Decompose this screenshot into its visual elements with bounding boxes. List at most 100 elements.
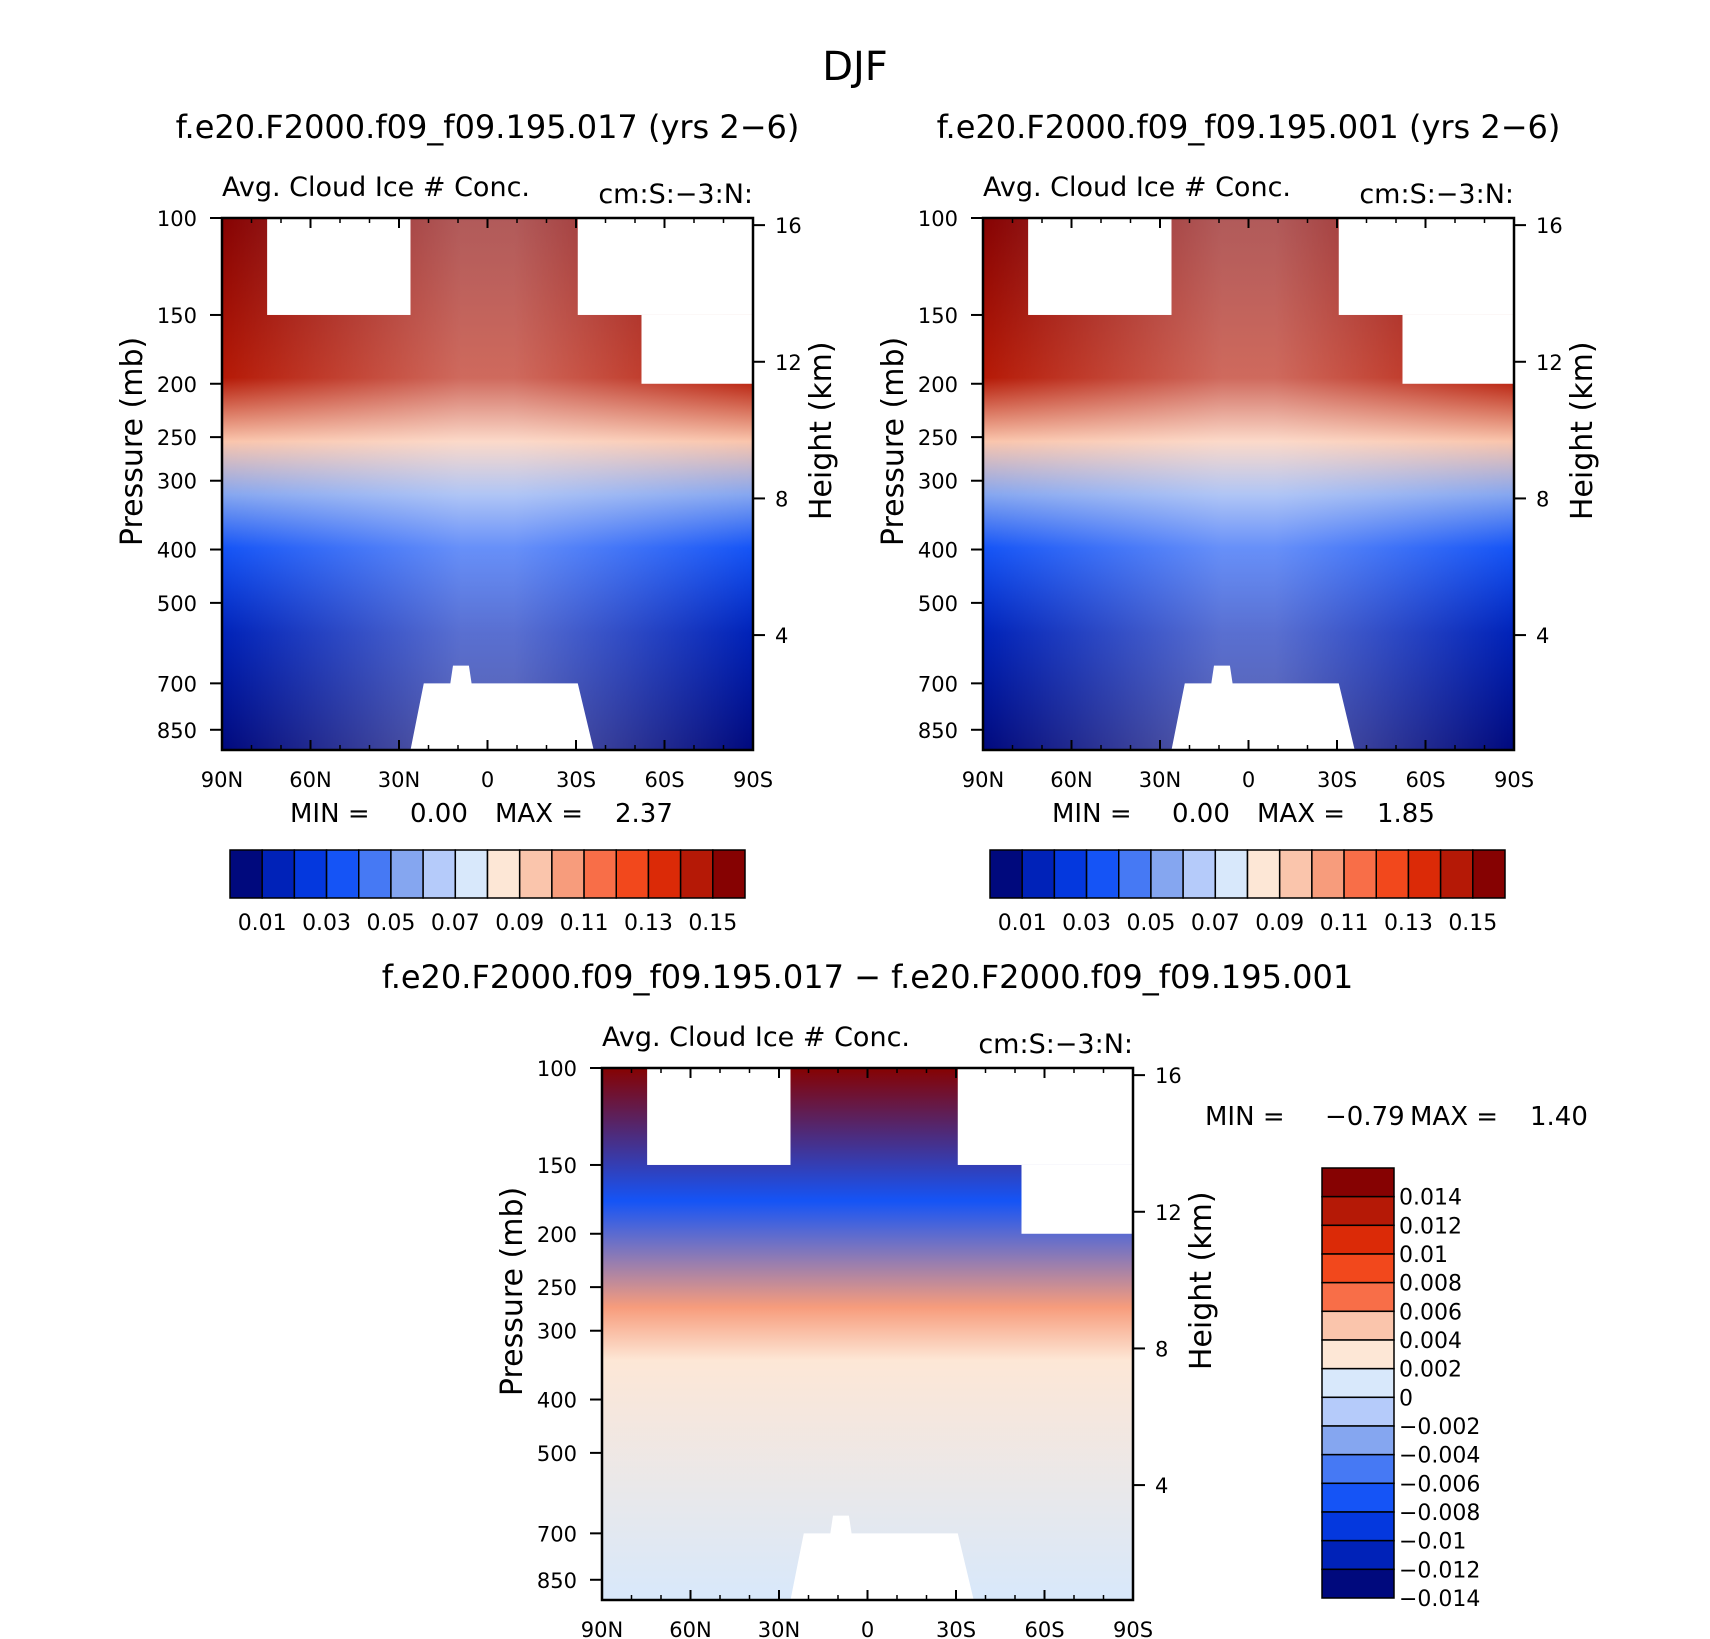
missing-region-upper-left (267, 218, 411, 315)
colorbar-box (1321, 1453, 1395, 1485)
x-tick-label: 90S (733, 768, 773, 792)
colorbar-box (1214, 849, 1249, 899)
x-tick-label: 0 (861, 1618, 874, 1639)
colorbar-box (422, 849, 457, 899)
colorbar-box (1321, 1482, 1395, 1513)
min-value: 0.00 (410, 799, 468, 829)
colorbar-box (454, 849, 489, 899)
x-tick-label: 90N (962, 768, 1004, 792)
colorbar-box (1278, 849, 1313, 899)
panel-title: f.e20.F2000.f09_f09.195.017 − f.e20.F200… (382, 958, 1354, 996)
max-value: 1.85 (1377, 799, 1435, 829)
contour-field (222, 218, 753, 750)
colorbar-box (1182, 849, 1217, 899)
variable-label: Avg. Cloud Ice # Conc. (983, 172, 1291, 203)
pressure-tick-label: 200 (537, 1223, 577, 1247)
pressure-tick-label: 100 (157, 207, 197, 231)
colorbar-box (358, 849, 392, 899)
x-tick-label: 90N (581, 1618, 623, 1639)
colorbar-box (1407, 849, 1442, 899)
colorbar-label: 0.11 (560, 911, 609, 936)
colorbar-box (1085, 849, 1120, 899)
colorbar-box (679, 849, 714, 899)
colorbar-box (390, 849, 424, 899)
units-label: cm:S:−3:N: (598, 179, 753, 210)
variable-label: Avg. Cloud Ice # Conc. (602, 1022, 910, 1053)
colorbar-label: 0.008 (1399, 1272, 1462, 1297)
colorbar: 0.01 0.03 0.05 0.07 0.09 0.11 0.13 0.15 (229, 849, 746, 936)
colorbar-box (325, 849, 360, 899)
panel-exp-017: f.e20.F2000.f09_f09.195.017 (yrs 2−6) Avg… (115, 108, 839, 936)
colorbar: 0.01 0.03 0.05 0.07 0.09 0.11 0.13 0.15 (989, 849, 1506, 936)
colorbar-label: 0.13 (1384, 911, 1433, 936)
pressure-tick-label: 400 (537, 1389, 577, 1413)
pressure-tick-label: 300 (918, 470, 958, 494)
pressure-tick-label: 500 (157, 592, 197, 616)
colorbar-label: 0.002 (1399, 1358, 1462, 1383)
colorbar-label: −0.004 (1399, 1444, 1480, 1469)
height-tick-label: 12 (1536, 351, 1563, 375)
colorbar-label: 0.01 (998, 911, 1047, 936)
colorbar-box (1439, 849, 1474, 899)
contour-field (602, 1068, 1133, 1600)
x-tick-label: 60N (669, 1618, 711, 1639)
pressure-tick-label: 500 (918, 592, 958, 616)
height-tick-label: 16 (775, 214, 802, 238)
colorbar-label: −0.01 (1399, 1530, 1466, 1555)
units-label: cm:S:−3:N: (978, 1029, 1133, 1060)
x-tick-label: 60S (644, 768, 684, 792)
height-tick-label: 12 (775, 351, 802, 375)
pressure-tick-label: 300 (537, 1320, 577, 1344)
units-label: cm:S:−3:N: (1359, 179, 1514, 210)
colorbar-label: 0.006 (1399, 1300, 1462, 1325)
colorbar-label: −0.008 (1399, 1501, 1480, 1526)
pressure-tick-label: 300 (157, 470, 197, 494)
missing-region-right-step (1402, 314, 1514, 384)
x-tick-label: 90S (1494, 768, 1534, 792)
colorbar-box (1321, 1511, 1395, 1542)
x-tick-label: 60S (1405, 768, 1445, 792)
colorbar-label: 0.07 (431, 911, 480, 936)
colorbar-box (261, 849, 296, 899)
x-tick-label: 60S (1024, 1618, 1064, 1639)
y-axis-title: Pressure (mb) (876, 337, 911, 546)
pressure-tick-label: 150 (918, 304, 958, 328)
colorbar-box (583, 849, 617, 899)
min-label: MIN = (1205, 1102, 1285, 1132)
colorbar-label: 0.11 (1320, 911, 1369, 936)
y-axis-title: Pressure (mb) (495, 1187, 530, 1396)
colorbar-box (989, 849, 1023, 899)
pressure-tick-label: 200 (918, 373, 958, 397)
colorbar-box (486, 849, 521, 899)
x-tick-label: 60N (289, 768, 331, 792)
colorbar-box (1472, 849, 1506, 899)
colorbar-box (1321, 1224, 1395, 1255)
colorbar-box (1321, 1310, 1395, 1341)
missing-region-upper-left (1028, 218, 1172, 315)
max-label: MAX = (1257, 799, 1345, 829)
height-tick-label: 12 (1155, 1201, 1182, 1225)
colorbar-label: 0.01 (1399, 1243, 1448, 1268)
pressure-tick-label: 700 (537, 1522, 577, 1546)
missing-region-surface (1171, 665, 1355, 750)
colorbar-box (1321, 1367, 1395, 1399)
x-tick-label: 30N (1139, 768, 1181, 792)
min-label: MIN = (1052, 799, 1132, 829)
colorbar-label: 0.05 (366, 911, 415, 936)
colorbar: 0.014 0.012 0.01 0.008 0.006 0.004 0.002 0 −0.00… (1321, 1167, 1480, 1612)
colorbar-label: 0.03 (302, 911, 351, 936)
contour-field (983, 218, 1514, 750)
height-tick-label: 8 (1155, 1337, 1168, 1361)
colorbar-label: 0.004 (1399, 1329, 1462, 1354)
height-tick-label: 4 (1536, 624, 1549, 648)
colorbar-label: −0.012 (1399, 1558, 1480, 1583)
pressure-tick-label: 250 (918, 426, 958, 450)
colorbar-box (1321, 1195, 1395, 1227)
colorbar-label: 0.15 (1448, 911, 1497, 936)
colorbar-box (1321, 1396, 1395, 1427)
pressure-tick-label: 100 (537, 1057, 577, 1081)
colorbar-box (1321, 1339, 1395, 1370)
colorbar-label: 0.15 (688, 911, 737, 936)
x-tick-label: 0 (481, 768, 494, 792)
